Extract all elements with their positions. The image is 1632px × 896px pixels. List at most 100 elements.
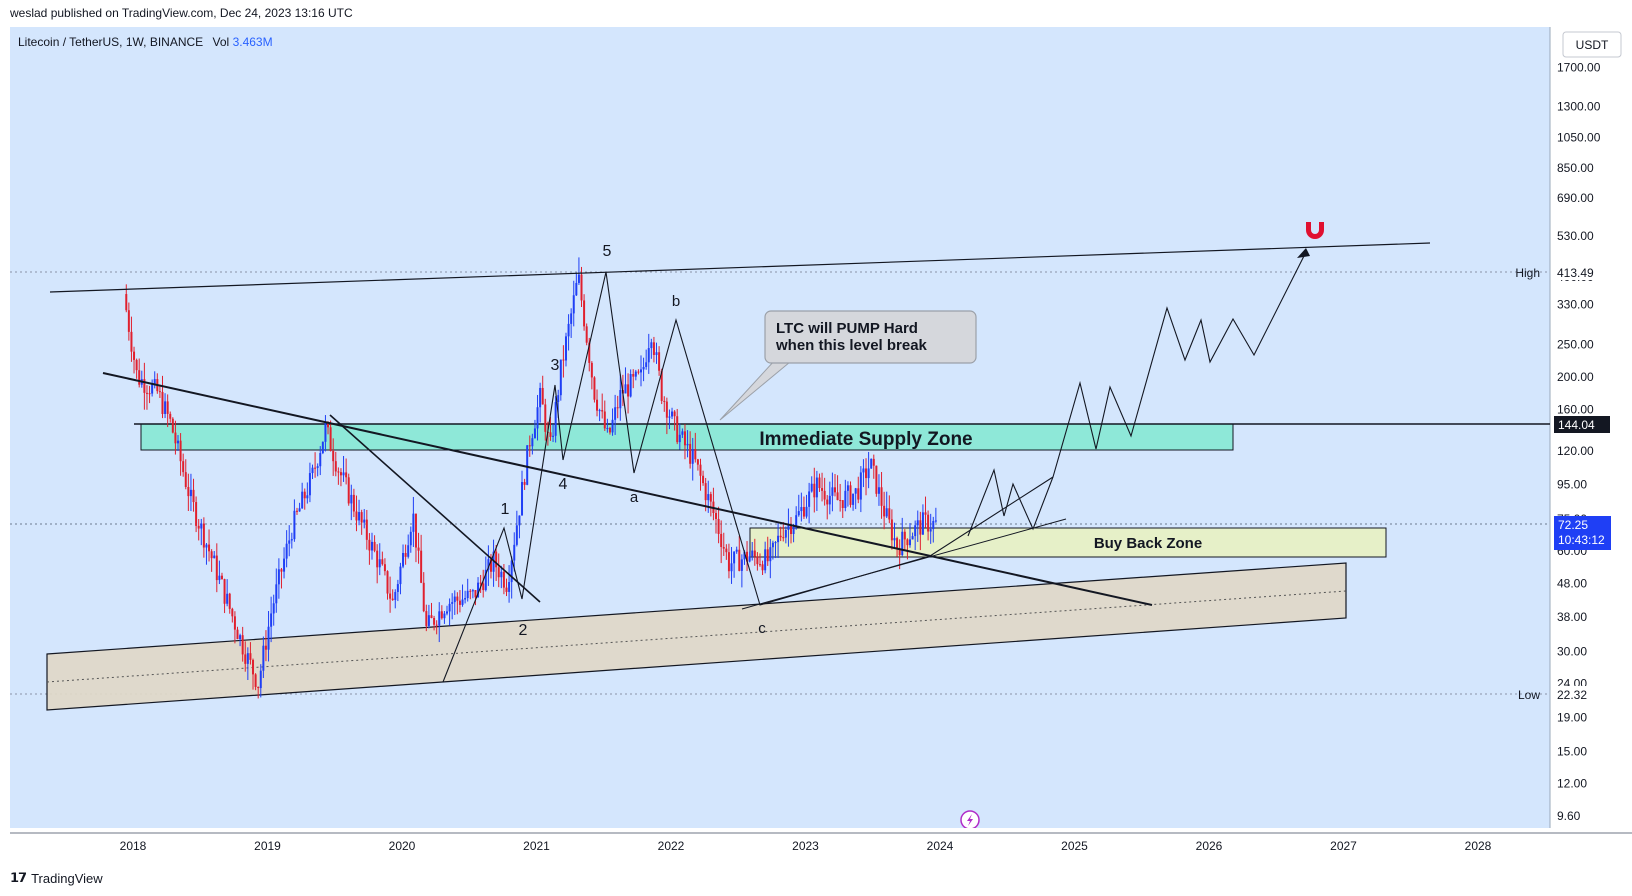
candle-body	[295, 510, 298, 512]
candle-body	[334, 461, 337, 472]
candle-body	[433, 618, 436, 625]
candle-body	[192, 489, 195, 503]
price-tick-label: 160.00	[1557, 402, 1594, 416]
candle-body	[683, 431, 686, 446]
candle-body	[614, 407, 617, 420]
svg-text:72.25: 72.25	[1558, 518, 1588, 532]
candle-body	[523, 482, 526, 485]
candle-body	[733, 551, 736, 564]
candle-body	[671, 411, 674, 417]
wave-label-3: 3	[551, 357, 560, 374]
currency-button[interactable]: USDT	[1562, 31, 1622, 58]
candle-body	[389, 593, 392, 599]
candle-body	[143, 379, 146, 393]
candle-body	[911, 536, 914, 540]
candle-body	[691, 449, 694, 464]
candle-body	[914, 525, 917, 537]
candle-body	[422, 582, 425, 612]
candle-body	[875, 465, 878, 494]
candle-body	[239, 635, 242, 640]
candle-body	[153, 379, 156, 385]
candle-body	[694, 449, 697, 460]
price-axis[interactable]: 75.0024.00400.001700.001300.001050.00850…	[1557, 61, 1601, 823]
lightning-icon[interactable]	[960, 810, 980, 829]
candle-body	[849, 485, 852, 505]
candle-body	[883, 505, 886, 517]
candle-body	[921, 512, 924, 535]
candle-body	[888, 508, 891, 520]
candle-body	[802, 507, 805, 517]
candle-body	[184, 472, 187, 487]
candle-body	[815, 477, 818, 498]
candle-body	[355, 511, 358, 521]
candle-body	[539, 387, 542, 408]
svg-text:Low: Low	[1518, 688, 1540, 702]
time-tick-label: 2019	[254, 839, 281, 853]
candle-body	[611, 419, 614, 433]
candle-body	[528, 445, 531, 447]
candle-body	[782, 537, 785, 539]
candle-body	[836, 492, 839, 501]
candle-body	[681, 431, 684, 435]
candle-body	[927, 514, 930, 532]
candle-body	[795, 515, 798, 527]
candle-body	[668, 416, 671, 418]
candle-body	[828, 495, 831, 505]
price-tick-label: 12.00	[1557, 777, 1587, 791]
tradingview-logo[interactable]: 𝟭𝟳 TradingView	[10, 870, 103, 886]
time-tick-label: 2021	[523, 839, 550, 853]
candle-body	[797, 511, 800, 516]
candle-body	[264, 645, 267, 650]
candle-body	[223, 579, 226, 604]
candle-body	[244, 654, 247, 664]
candle-body	[658, 352, 661, 371]
candle-body	[453, 596, 456, 603]
candle-body	[293, 510, 296, 540]
candle-body	[290, 539, 293, 541]
candle-body	[373, 541, 376, 551]
candle-body	[275, 584, 278, 604]
candle-body	[790, 524, 793, 535]
time-axis[interactable]: 2018 2019 2020 2021 2022 2023 2024 2025 2026 2027…	[120, 839, 1492, 853]
candle-body	[696, 459, 699, 465]
price-tick-label: 690.00	[1557, 191, 1594, 205]
time-tick-label: 2020	[389, 839, 416, 853]
candle-body	[901, 531, 904, 556]
candle-body	[513, 544, 516, 561]
candle-body	[590, 362, 593, 378]
candle-body	[350, 494, 353, 504]
candle-body	[769, 547, 772, 562]
candle-body	[241, 635, 244, 655]
candle-body	[402, 552, 405, 567]
price-tick-label: 120.00	[1557, 444, 1594, 458]
candle-body	[363, 519, 366, 523]
candle-body	[857, 488, 860, 500]
candle-body	[771, 542, 774, 548]
candle-body	[301, 491, 304, 509]
candle-body	[345, 472, 348, 478]
low-level-label: Low 22.32	[1518, 686, 1602, 702]
candle-body	[231, 608, 234, 617]
time-tick-label: 2018	[120, 839, 147, 853]
candle-body	[200, 523, 203, 529]
wave-label-2: 2	[519, 622, 528, 639]
wave-label-5: 5	[603, 243, 612, 260]
candle-body	[489, 559, 492, 572]
candle-body	[464, 598, 467, 600]
candle-body	[908, 539, 911, 546]
candle-body	[557, 395, 560, 402]
time-tick-label: 2026	[1196, 839, 1223, 853]
candle-body	[285, 543, 288, 559]
candle-body	[634, 371, 637, 377]
price-tick-label: 1300.00	[1557, 99, 1601, 113]
candle-body	[585, 326, 588, 343]
candle-body	[536, 407, 539, 429]
candle-body	[440, 611, 443, 619]
candle-body	[257, 686, 260, 689]
candle-body	[210, 551, 213, 559]
candle-body	[704, 483, 707, 501]
candle-body	[735, 549, 738, 552]
candle-body	[898, 549, 901, 556]
candle-body	[443, 613, 446, 619]
